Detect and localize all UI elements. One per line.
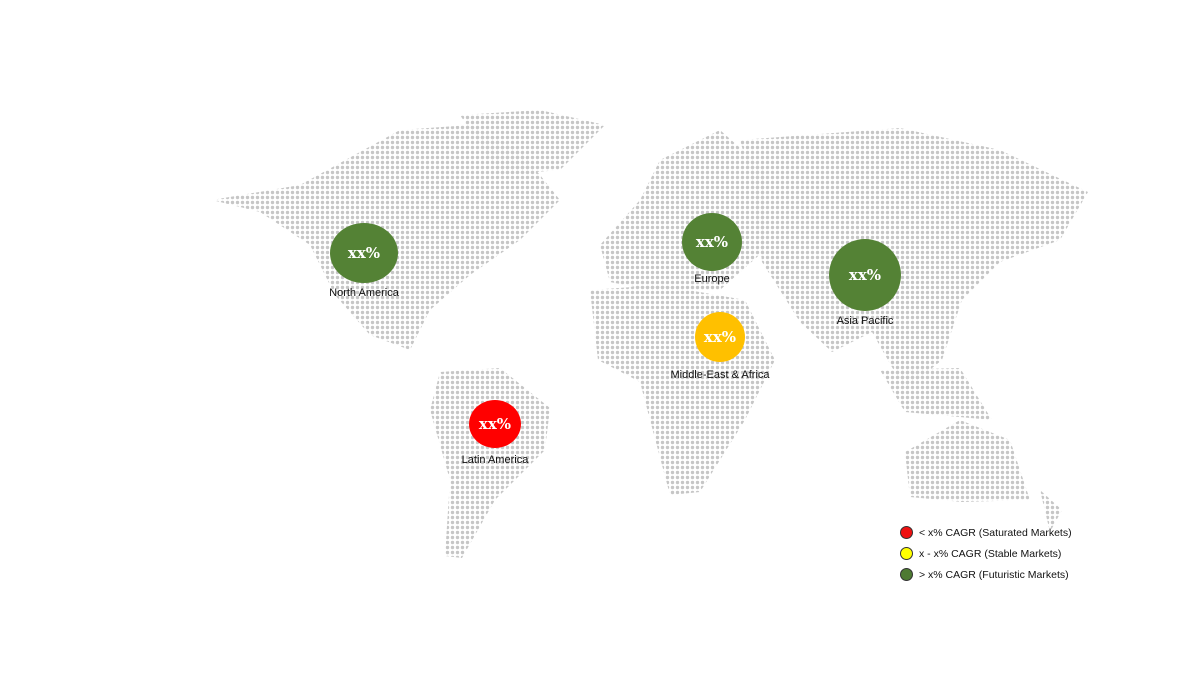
legend-label: x - x% CAGR (Stable Markets) xyxy=(919,547,1062,560)
region-value: xx% xyxy=(704,328,736,346)
region-label: Latin America xyxy=(462,454,530,466)
legend-item-futuristic: > x% CAGR (Futuristic Markets) xyxy=(900,564,1072,585)
green-dot-icon xyxy=(900,568,913,581)
region-label: Asia Pacific xyxy=(837,315,894,327)
legend-label: > x% CAGR (Futuristic Markets) xyxy=(919,568,1069,581)
land-australia xyxy=(905,420,1030,502)
land-greenland xyxy=(460,110,605,175)
region-label: North America xyxy=(329,287,400,299)
land-africa xyxy=(590,285,775,495)
land-new-zealand xyxy=(1040,490,1062,532)
land-europe xyxy=(600,130,765,290)
legend: < x% CAGR (Saturated Markets) x - x% CAG… xyxy=(900,522,1072,585)
land-masses xyxy=(212,110,1088,558)
region-bubble xyxy=(695,312,745,362)
legend-label: < x% CAGR (Saturated Markets) xyxy=(919,526,1072,539)
region-bubble xyxy=(469,400,521,448)
land-south-america xyxy=(430,368,550,558)
land-asia xyxy=(740,128,1088,390)
land-southeast-asia xyxy=(880,368,992,420)
yellow-dot-icon xyxy=(900,547,913,560)
region-bubbles: xx% North America xx% Europe xx% Asia Pacific… xyxy=(329,213,901,466)
region-bubble xyxy=(829,239,901,311)
region-bubble xyxy=(330,223,398,283)
region-value: xx% xyxy=(479,415,511,433)
region-bubble xyxy=(682,213,742,271)
red-dot-icon xyxy=(900,526,913,539)
region-value: xx% xyxy=(348,244,380,262)
region-label: Middle-East & Africa xyxy=(670,369,770,381)
region-value: xx% xyxy=(696,233,728,251)
region-value: xx% xyxy=(849,266,881,284)
legend-item-stable: x - x% CAGR (Stable Markets) xyxy=(900,543,1072,564)
legend-item-saturated: < x% CAGR (Saturated Markets) xyxy=(900,522,1072,543)
region-label: Europe xyxy=(694,273,729,285)
